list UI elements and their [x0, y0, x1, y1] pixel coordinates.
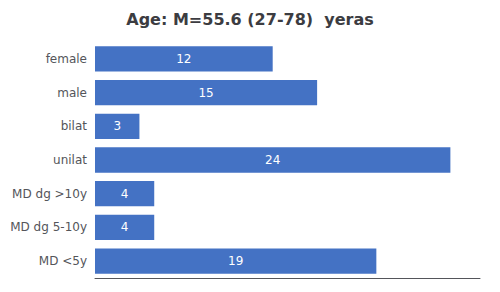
- svg-text:24: 24: [265, 153, 280, 167]
- svg-text:unilat: unilat: [53, 153, 87, 167]
- svg-text:4: 4: [121, 220, 129, 234]
- svg-text:3: 3: [113, 119, 121, 133]
- svg-text:19: 19: [228, 254, 243, 268]
- svg-text:12: 12: [176, 52, 191, 66]
- svg-text:female: female: [46, 52, 87, 66]
- svg-text:male: male: [57, 86, 87, 100]
- svg-text:4: 4: [121, 187, 129, 201]
- svg-text:bilat: bilat: [61, 119, 88, 133]
- svg-text:15: 15: [198, 86, 213, 100]
- svg-text:MD dg >10y: MD dg >10y: [12, 187, 87, 201]
- svg-text:Age: M=55.6 (27-78) yeras: Age: M=55.6 (27-78) yeras: [126, 10, 373, 29]
- svg-text:MD dg 5-10y: MD dg 5-10y: [10, 220, 87, 234]
- svg-text:MD <5y: MD <5y: [39, 254, 87, 268]
